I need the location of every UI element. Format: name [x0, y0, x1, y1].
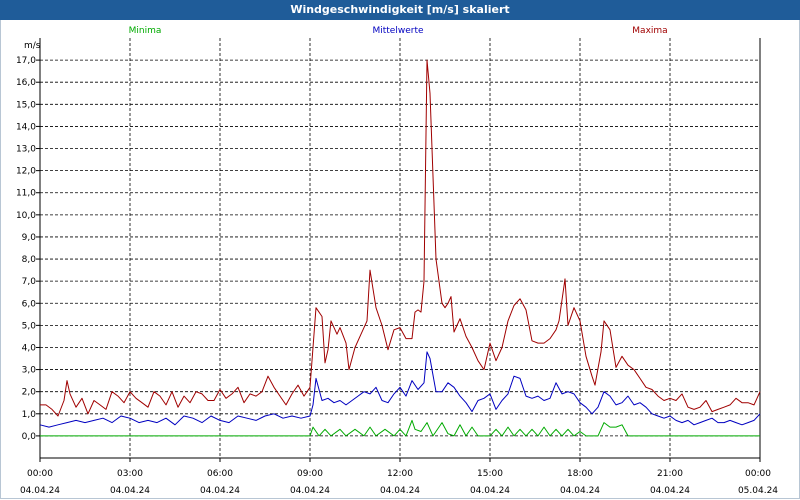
- y-tick-label: 7,0: [22, 277, 37, 287]
- y-tick-label: 8,0: [22, 255, 37, 265]
- x-tick-date: 05.04.24: [738, 486, 778, 496]
- x-tick-time: 18:00: [567, 469, 593, 479]
- y-tick-label: 6,0: [22, 299, 37, 309]
- x-tick-time: 06:00: [207, 469, 233, 479]
- y-tick-label: 15,0: [16, 100, 36, 110]
- x-tick-time: 15:00: [477, 469, 503, 479]
- y-tick-label: 10,0: [16, 211, 36, 221]
- y-tick-label: 1,0: [22, 410, 37, 420]
- legend-mittelwerte: Mittelwerte: [372, 26, 423, 36]
- x-tick-time: 09:00: [297, 469, 323, 479]
- x-tick-date: 04.04.24: [560, 486, 600, 496]
- grid: [40, 38, 760, 458]
- chart-title: Windgeschwindigkeit [m/s] skaliert: [290, 3, 510, 16]
- y-tick-label: 14,0: [16, 122, 36, 132]
- x-tick-time: 00:00: [745, 469, 771, 479]
- x-tick-date: 04.04.24: [200, 486, 240, 496]
- legend-maxima: Maxima: [632, 26, 667, 36]
- x-tick-date: 04.04.24: [20, 486, 60, 496]
- series-mittelwerte: [39, 351, 761, 428]
- legend-minima: Minima: [129, 26, 162, 36]
- x-tick-date: 04.04.24: [110, 486, 150, 496]
- x-tick-time: 21:00: [657, 469, 683, 479]
- y-tick-label: 9,0: [22, 233, 37, 243]
- y-tick-label: 12,0: [16, 167, 36, 177]
- x-tick-time: 00:00: [27, 469, 53, 479]
- y-tick-label: 11,0: [16, 189, 36, 199]
- title-bar: [0, 0, 800, 20]
- x-tick-date: 04.04.24: [470, 486, 510, 496]
- y-tick-label: 2,0: [22, 388, 37, 398]
- tick-labels: 0,0 1,0 2,0 3,0 4,0 5,0 6,0 7,0 8,0 9,0 10,0 11,0 12…: [16, 56, 778, 496]
- y-tick-label: 5,0: [22, 321, 37, 331]
- y-axis-label: m/s: [24, 41, 41, 51]
- series-maxima: [40, 59, 761, 417]
- series-minima: [40, 419, 760, 437]
- x-tick-date: 04.04.24: [650, 486, 690, 496]
- y-tick-label: 16,0: [16, 78, 36, 88]
- x-tick-time: 03:00: [117, 469, 143, 479]
- y-tick-label: 0,0: [22, 432, 37, 442]
- x-tick-date: 04.04.24: [380, 486, 420, 496]
- y-tick-label: 3,0: [22, 366, 37, 376]
- axes: [36, 38, 761, 462]
- y-tick-label: 4,0: [22, 343, 37, 353]
- x-tick-date: 04.04.24: [290, 486, 330, 496]
- y-tick-label: 17,0: [16, 56, 36, 66]
- y-tick-label: 13,0: [16, 145, 36, 155]
- series-lines: [39, 59, 761, 437]
- x-tick-time: 12:00: [387, 469, 413, 479]
